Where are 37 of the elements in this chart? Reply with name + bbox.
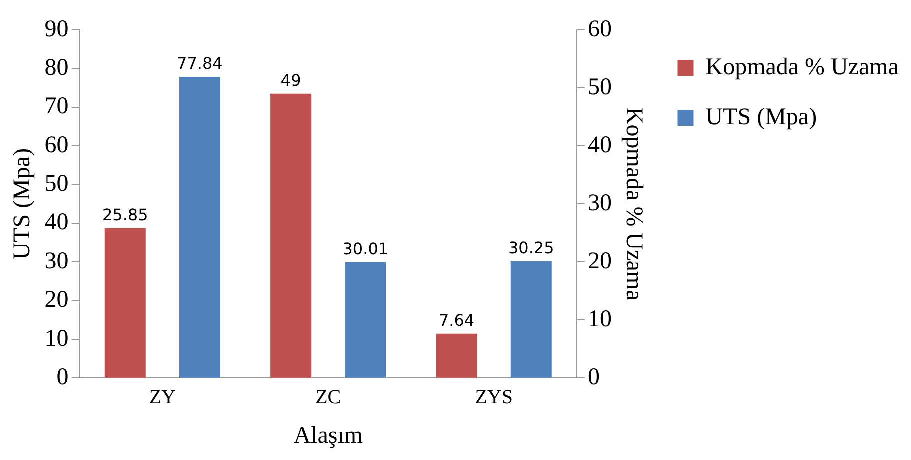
- legend-label: Kopmada % Uzama: [706, 54, 900, 80]
- data-label: 25.85: [102, 205, 148, 224]
- x-tick-label: ZY: [149, 386, 176, 408]
- data-label: 30.25: [508, 238, 554, 258]
- x-axis-title: Alaşım: [294, 422, 364, 449]
- y-tick-label: 10: [44, 326, 69, 352]
- y-tick-label: 60: [44, 132, 69, 158]
- y-tick-label: 30: [44, 248, 69, 274]
- bar: [104, 228, 146, 378]
- y-tick-label: 20: [44, 287, 69, 314]
- y2-tick-label: 30: [588, 190, 612, 216]
- y2-tick-label: 0: [588, 364, 600, 390]
- y-axis-title: UTS (Mpa): [10, 148, 36, 260]
- y2-tick-label: 20: [588, 248, 612, 274]
- y-tick-label: 0: [56, 364, 69, 390]
- bar: [510, 261, 552, 378]
- data-label: 49: [280, 70, 302, 90]
- legend-label: UTS (Mpa): [706, 104, 818, 130]
- y2-tick-label: 50: [588, 74, 612, 100]
- y2-tick-label: 60: [588, 16, 612, 42]
- y-tick-label: 70: [44, 94, 69, 120]
- bar: [179, 77, 220, 378]
- bar: [270, 94, 312, 378]
- bar: [436, 334, 478, 378]
- x-tick-label: ZC: [316, 386, 342, 408]
- y-tick-label: 90: [44, 16, 69, 42]
- data-label: 77.84: [177, 54, 223, 74]
- data-label: 7.64: [438, 311, 475, 330]
- y2-axis-title: Kopmada % Uzama: [621, 107, 648, 302]
- y2-tick-label: 40: [588, 132, 612, 158]
- y-tick-label: 40: [44, 210, 69, 236]
- y-tick-label: 80: [44, 54, 69, 81]
- data-label: 30.01: [342, 239, 389, 258]
- y2-tick-label: 10: [588, 306, 612, 332]
- x-tick-label: ZYS: [475, 386, 513, 408]
- y-tick-label: 50: [44, 171, 69, 198]
- bar: [345, 262, 386, 378]
